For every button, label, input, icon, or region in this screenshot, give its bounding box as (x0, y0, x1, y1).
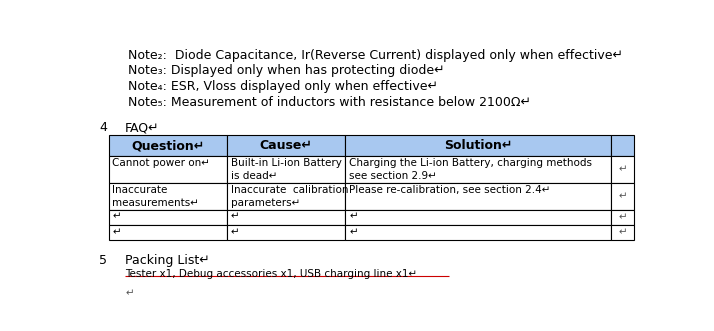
Text: Note₅: Measurement of inductors with resistance below 2100Ω↵: Note₅: Measurement of inductors with res… (128, 96, 531, 109)
Text: ↵: ↵ (618, 165, 627, 174)
Bar (227, 183, 345, 210)
Text: ↵: ↵ (349, 227, 358, 237)
Bar (610, 156, 634, 183)
Text: FAQ↵: FAQ↵ (125, 121, 160, 134)
Bar (109, 135, 227, 156)
Text: Inaccurate
measurements↵: Inaccurate measurements↵ (113, 185, 199, 208)
Bar (109, 225, 227, 240)
Text: Charging the Li-ion Battery, charging methods
see section 2.9↵: Charging the Li-ion Battery, charging me… (349, 158, 592, 181)
Bar (345, 135, 610, 156)
Text: 5: 5 (99, 254, 107, 267)
Text: Tester x1, Debug accessories x1, USB charging line x1↵: Tester x1, Debug accessories x1, USB cha… (125, 269, 418, 279)
Text: Please re-calibration, see section 2.4↵: Please re-calibration, see section 2.4↵ (349, 185, 550, 195)
Bar (610, 210, 634, 225)
Text: ↵: ↵ (618, 191, 627, 201)
Bar (345, 225, 610, 240)
Text: ↵: ↵ (618, 212, 627, 222)
Bar (227, 225, 345, 240)
Text: ↵: ↵ (231, 212, 239, 221)
Text: ↵: ↵ (618, 227, 627, 238)
Text: Note₂:  Diode Capacitance, Ir(Reverse Current) displayed only when effective↵: Note₂: Diode Capacitance, Ir(Reverse Cur… (128, 49, 623, 62)
Text: Inaccurate  calibration
parameters↵: Inaccurate calibration parameters↵ (231, 185, 348, 208)
Bar (109, 156, 227, 183)
Text: Cause↵: Cause↵ (260, 139, 313, 152)
Bar (345, 183, 610, 210)
Bar (610, 225, 634, 240)
Bar (109, 210, 227, 225)
Bar (109, 183, 227, 210)
Bar (227, 156, 345, 183)
Text: Solution↵: Solution↵ (443, 139, 512, 152)
Bar (227, 210, 345, 225)
Text: ↵: ↵ (125, 288, 134, 298)
Bar (610, 135, 634, 156)
Text: ↵: ↵ (349, 212, 358, 221)
Bar (227, 135, 345, 156)
Bar (345, 156, 610, 183)
Text: ↵: ↵ (231, 227, 239, 237)
Text: Built-in Li-ion Battery
is dead↵: Built-in Li-ion Battery is dead↵ (231, 158, 341, 181)
Text: ↵: ↵ (113, 227, 121, 237)
Bar (610, 183, 634, 210)
Text: Note₃: Displayed only when has protecting diode↵: Note₃: Displayed only when has protectin… (128, 65, 445, 77)
Text: Question↵: Question↵ (131, 139, 204, 152)
Bar (345, 210, 610, 225)
Text: 4: 4 (99, 121, 107, 134)
Text: ↵: ↵ (113, 212, 121, 221)
Text: Packing List↵: Packing List↵ (125, 254, 210, 267)
Text: Note₄: ESR, Vloss displayed only when effective↵: Note₄: ESR, Vloss displayed only when ef… (128, 80, 438, 93)
Text: Cannot power on↵: Cannot power on↵ (113, 158, 211, 168)
